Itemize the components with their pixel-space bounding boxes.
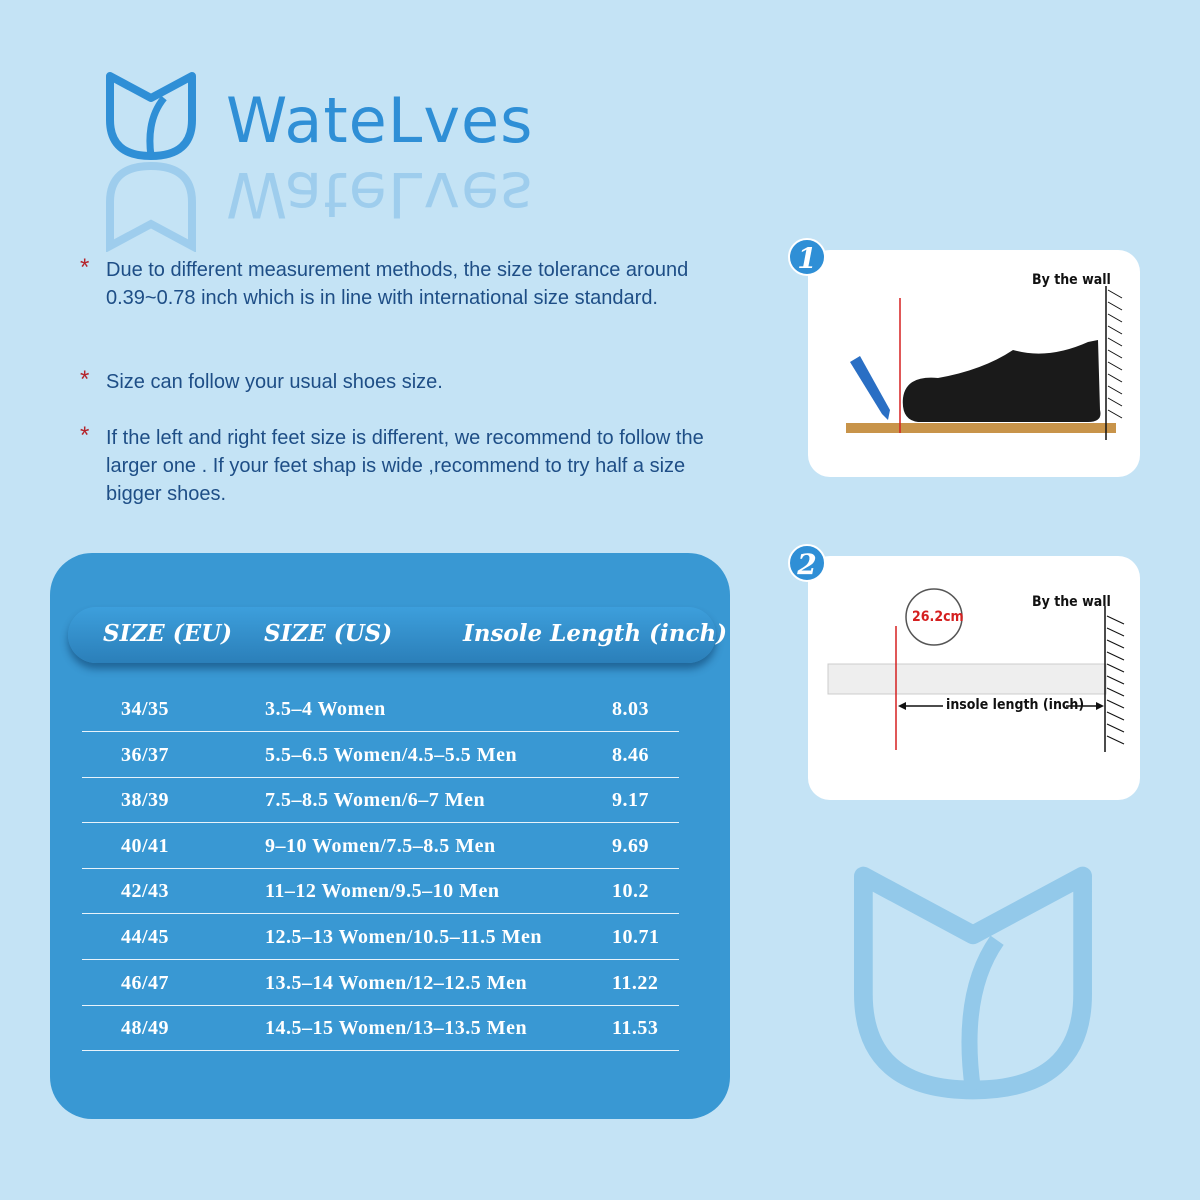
step-2-wall-label: By the wall: [1032, 594, 1111, 610]
cell-insole-length: 8.46: [612, 743, 649, 766]
cell-size-eu: 40/41: [121, 834, 170, 857]
asterisk-icon: *: [80, 422, 90, 449]
shoe-against-wall-illustration: [846, 286, 1123, 440]
note-usual-size: * Size can follow your usual shoes size.: [80, 366, 443, 393]
note-tolerance: * Due to different measurement methods, t…: [80, 254, 689, 309]
cell-insole-length: 11.22: [612, 971, 659, 994]
cell-size-us: 7.5–8.5 Women/6–7 Men: [265, 789, 486, 812]
cell-size-us: 13.5–14 Women/12–12.5 Men: [265, 971, 528, 994]
header-insole-length: Insole Length (inch): [463, 620, 728, 647]
watermark-logo-icon: [854, 866, 1092, 1100]
cell-size-eu: 48/49: [121, 1017, 170, 1040]
cell-size-us: 9–10 Women/7.5–8.5 Men: [265, 834, 496, 857]
cell-size-eu: 38/39: [121, 789, 170, 812]
cell-insole-length: 10.71: [612, 926, 660, 948]
cell-insole-length: 10.2: [612, 880, 649, 903]
note-different-feet: * If the left and right feet size is diff…: [80, 422, 704, 505]
cell-size-eu: 44/45: [121, 926, 170, 948]
cell-size-us: 3.5–4 Women: [265, 698, 386, 720]
cell-size-eu: 34/35: [121, 698, 170, 720]
brand-name-reflection: WateLves: [226, 158, 534, 231]
table-row: 44/45 12.5–13 Women/10.5–11.5 Men 10.71: [82, 914, 679, 960]
cell-size-us: 5.5–6.5 Women/4.5–5.5 Men: [265, 743, 518, 766]
table-row: 40/41 9–10 Women/7.5–8.5 Men 9.69: [82, 823, 679, 869]
size-chart-header: [68, 607, 716, 663]
table-row: 42/43 11–12 Women/9.5–10 Men 10.2: [82, 868, 679, 915]
asterisk-icon: *: [80, 366, 90, 393]
cell-size-us: 12.5–13 Women/10.5–11.5 Men: [265, 926, 543, 948]
ruler-measurement-illustration: [827, 588, 1125, 752]
step-2-badge: 2: [788, 544, 826, 582]
header-size-eu: SIZE (EU): [103, 620, 233, 647]
cell-insole-length: 8.03: [612, 698, 649, 720]
cell-size-eu: 42/43: [121, 880, 170, 903]
table-row: 38/39 7.5–8.5 Women/6–7 Men 9.17: [82, 777, 679, 824]
ruler-icon: [827, 663, 1107, 695]
asterisk-icon: *: [80, 254, 90, 281]
step-1-card: By the wall: [808, 250, 1140, 477]
pencil-icon: [850, 356, 890, 420]
cell-insole-length: 9.17: [612, 789, 649, 812]
cell-size-us: 11–12 Women/9.5–10 Men: [265, 880, 500, 903]
brand-logo-icon: [106, 72, 196, 160]
shoe-icon: [902, 340, 1101, 422]
measurement-value: 26.2cm: [912, 609, 964, 625]
cell-insole-length: 9.69: [612, 834, 649, 857]
brand-name: WateLves: [226, 84, 534, 157]
cell-size-eu: 36/37: [121, 743, 170, 766]
cell-size-us: 14.5–15 Women/13–13.5 Men: [265, 1017, 528, 1040]
step-2-card: 26.2cm insole length (inch) By the wall: [808, 556, 1140, 800]
cell-insole-length: 11.53: [612, 1017, 659, 1040]
table-row: 46/47 13.5–14 Women/12–12.5 Men 11.22: [82, 960, 679, 1006]
step-1-wall-label: By the wall: [1032, 272, 1111, 288]
cell-size-eu: 46/47: [121, 971, 170, 994]
header-size-us: SIZE (US): [264, 620, 393, 647]
table-row: 34/35 3.5–4 Women 8.03: [82, 686, 679, 732]
table-row: 48/49 14.5–15 Women/13–13.5 Men 11.53: [82, 1005, 679, 1052]
step-1-badge: 1: [788, 238, 826, 276]
table-row: 36/37 5.5–6.5 Women/4.5–5.5 Men 8.46: [82, 732, 679, 778]
brand-logo-reflection-icon: [106, 161, 196, 252]
insole-length-label: insole length (inch): [946, 697, 1085, 713]
